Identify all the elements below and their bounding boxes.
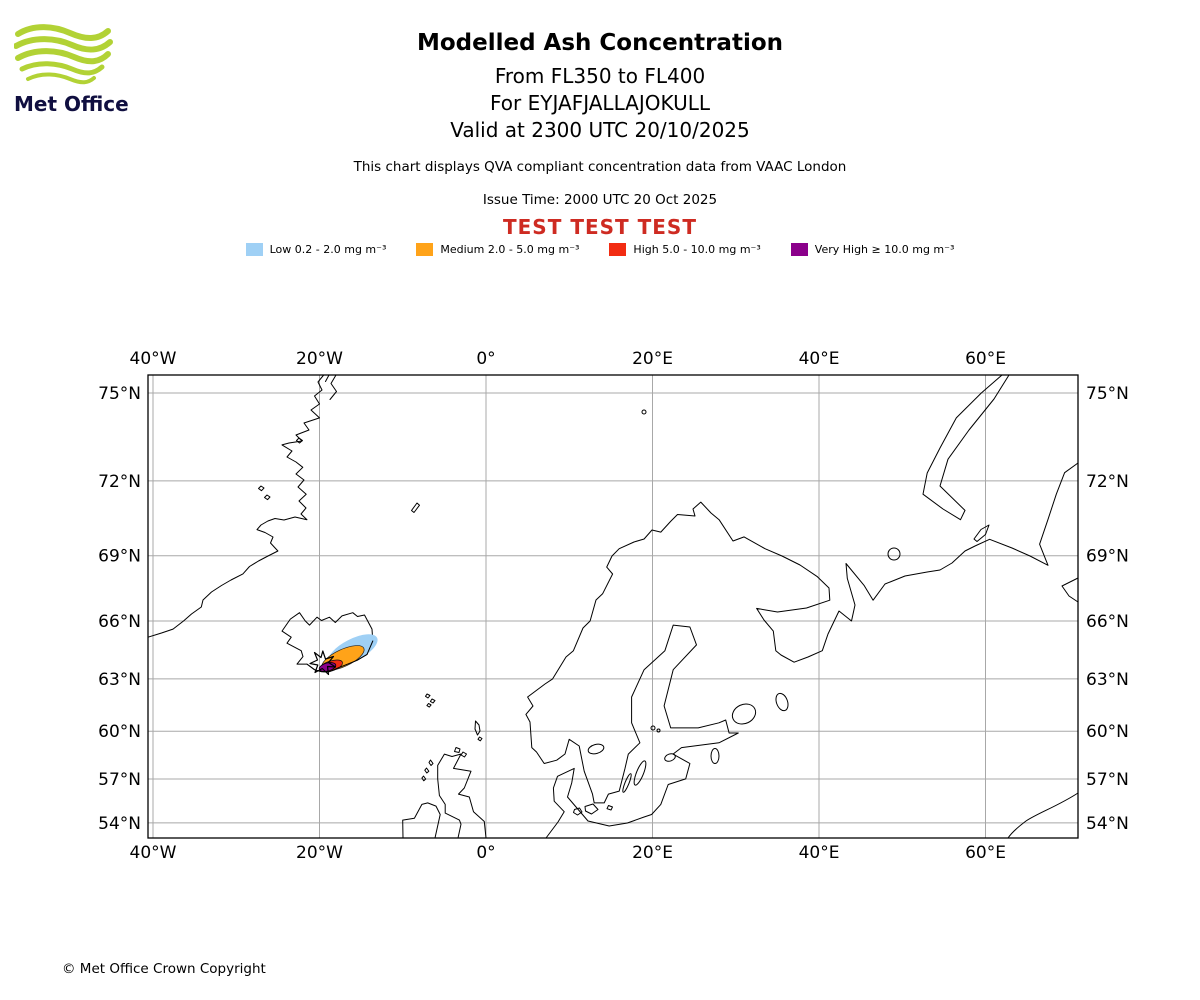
y-tick-label-right: 66°N <box>1086 612 1129 632</box>
ireland-coastline <box>402 802 441 839</box>
greenland-islands <box>258 437 303 501</box>
map-tick-labels: 40°W 40°W 20°W 20°W 0° 0° 20°E 20°E 40°E 40°E 60°E… <box>98 349 1129 863</box>
met-office-logo-swoosh <box>13 24 113 85</box>
x-tick-label-bottom: 60°E <box>965 843 1006 863</box>
legend-label: Very High ≥ 10.0 mg m⁻³ <box>814 243 955 256</box>
novaya-zemlya-coastline <box>922 374 1010 521</box>
x-tick-label-top: 40°E <box>799 349 840 369</box>
legend-item: High 5.0 - 10.0 mg m⁻³ <box>609 243 761 256</box>
lake-vanern <box>587 743 605 755</box>
oland-island <box>622 773 632 793</box>
kolguyev-island <box>887 547 901 561</box>
volcano-marker-icon <box>309 650 337 676</box>
volcano-name: For EYJAFJALLAJOKULL <box>490 91 710 115</box>
x-tick-label-top: 20°W <box>296 349 343 369</box>
bear-island <box>641 409 647 415</box>
y-tick-label-left: 66°N <box>98 612 141 632</box>
copyright: © Met Office Crown Copyright <box>62 961 266 977</box>
test-banner: TEST TEST TEST <box>503 215 697 239</box>
legend-item: Low 0.2 - 2.0 mg m⁻³ <box>245 243 387 256</box>
legend-swatch <box>790 243 808 256</box>
x-tick-label-bottom: 20°E <box>632 843 673 863</box>
y-tick-label-left: 54°N <box>98 814 141 834</box>
continental-coastline <box>525 462 1079 839</box>
coastlines <box>147 374 1079 839</box>
y-tick-label-left: 69°N <box>98 547 141 567</box>
valid-time: Valid at 2300 UTC 20/10/2025 <box>450 118 750 142</box>
x-tick-label-top: 0° <box>476 349 495 369</box>
issue-time: Issue Time: 2000 UTC 20 Oct 2025 <box>482 192 718 208</box>
y-tick-label-right: 57°N <box>1086 770 1129 790</box>
compliance-note: This chart displays QVA compliant concen… <box>353 159 847 175</box>
danish-islands <box>573 803 613 816</box>
y-tick-label-right: 69°N <box>1086 547 1129 567</box>
legend-label: Low 0.2 - 2.0 mg m⁻³ <box>269 243 387 256</box>
x-tick-label-top: 60°E <box>965 349 1006 369</box>
faroe-islands <box>425 693 436 708</box>
flight-level-range: From FL350 to FL400 <box>494 64 706 88</box>
hebrides-islands <box>421 759 434 782</box>
gotland-island <box>633 760 647 786</box>
jan-mayen-island <box>411 502 420 513</box>
legend-label: High 5.0 - 10.0 mg m⁻³ <box>633 243 761 256</box>
aland-islands-2 <box>656 728 661 733</box>
y-tick-label-right: 75°N <box>1086 384 1129 404</box>
y-tick-label-right: 72°N <box>1086 472 1129 492</box>
y-tick-label-right: 54°N <box>1086 814 1129 834</box>
legend-label: Medium 2.0 - 5.0 mg m⁻³ <box>440 243 580 256</box>
x-tick-label-top: 40°W <box>130 349 177 369</box>
y-tick-label-left: 75°N <box>98 384 141 404</box>
lake-ladoga <box>731 703 757 725</box>
ash-plume <box>318 634 378 673</box>
lake-peipus <box>710 748 720 764</box>
legend-swatch <box>416 243 434 256</box>
legend-swatch <box>245 243 263 256</box>
shetland-islands <box>474 720 483 742</box>
x-tick-label-bottom: 0° <box>476 843 495 863</box>
x-tick-label-top: 20°E <box>632 349 673 369</box>
greenland-fjord-lines <box>325 374 337 400</box>
x-tick-label-bottom: 40°E <box>799 843 840 863</box>
lake-onega <box>775 692 789 712</box>
vaygach-island <box>973 524 990 542</box>
aland-islands <box>650 725 656 731</box>
y-tick-label-left: 72°N <box>98 472 141 492</box>
great-britain-coastline <box>437 753 487 839</box>
y-tick-label-right: 60°N <box>1086 722 1129 742</box>
x-tick-label-bottom: 40°W <box>130 843 177 863</box>
x-tick-label-bottom: 20°W <box>296 843 343 863</box>
met-office-logo-text: Met Office <box>14 92 129 116</box>
map-gridlines <box>148 375 1078 838</box>
legend-item: Medium 2.0 - 5.0 mg m⁻³ <box>416 243 579 256</box>
legend: Low 0.2 - 2.0 mg m⁻³ Medium 2.0 - 5.0 mg … <box>0 243 1200 256</box>
orkney-islands <box>454 747 467 758</box>
legend-swatch <box>609 243 627 256</box>
ob-gulf-coastline <box>1061 577 1079 603</box>
greenland-coastline <box>147 374 325 638</box>
iceland-south-coast-overlay <box>306 640 374 673</box>
y-tick-label-left: 57°N <box>98 770 141 790</box>
y-tick-label-left: 63°N <box>98 670 141 690</box>
y-tick-label-left: 60°N <box>98 722 141 742</box>
lakes-southeast <box>1007 792 1079 839</box>
met-office-logo: Met Office <box>13 24 144 116</box>
map-frame <box>147 374 1079 839</box>
chart-title: Modelled Ash Concentration <box>416 30 784 56</box>
y-tick-label-right: 63°N <box>1086 670 1129 690</box>
saaremaa-island <box>664 753 676 762</box>
legend-item: Very High ≥ 10.0 mg m⁻³ <box>790 243 955 256</box>
plume-overlay <box>306 640 374 676</box>
